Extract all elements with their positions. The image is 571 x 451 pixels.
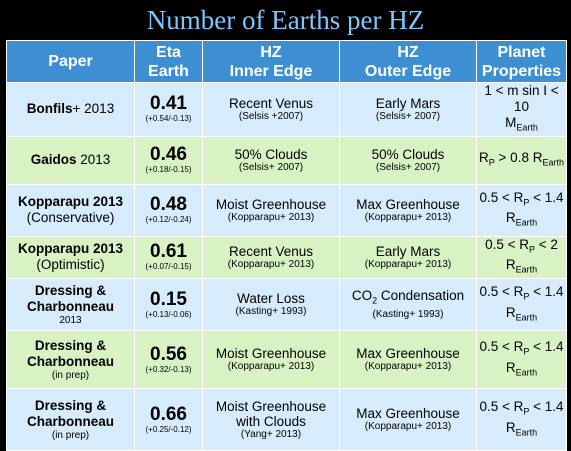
eta-cell: 0.66 (+0.25/-0.12) xyxy=(134,388,203,451)
inner-edge-cell: Water Loss (Kasting+ 1993) xyxy=(202,278,340,332)
inner-edge-cell: 50% Clouds (Selsis+ 2007) xyxy=(202,135,340,185)
paper-cell: Dressing & Charbonneau (in prep) xyxy=(6,388,135,451)
outer-edge-cell: Max Greenhouse (Kopparapu+ 2013) xyxy=(339,330,477,390)
inner-edge-cell: Moist Greenhouse (Kopparapu+ 2013) xyxy=(202,330,340,390)
page-title: Number of Earths per HZ xyxy=(146,5,425,35)
planet-properties-cell: 0.5 < RP < 1.4 REarth xyxy=(476,388,567,451)
eta-cell: 0.41 (+0.54/-0.13) xyxy=(134,82,203,137)
table-row: Dressing & Charbonneau (in prep) 0.66 (+0.2… xyxy=(6,388,567,451)
header-eta-earth: Eta Earth xyxy=(134,40,203,83)
outer-edge-cell: Max Greenhouse (Kopparapu+ 2013) xyxy=(339,183,477,237)
paper-cell: Dressing & Charbonneau (in prep) xyxy=(6,330,135,390)
eta-cell: 0.15 (+0.13/-0.06) xyxy=(134,278,203,332)
header-paper: Paper xyxy=(6,40,135,83)
planet-properties-cell: 0.5 < RP < 2 REarth xyxy=(476,235,567,280)
planet-properties-cell: RP > 0.8 REarth xyxy=(476,135,567,185)
outer-edge-cell: CO2 Condensation (Kasting+ 1993) xyxy=(339,278,477,332)
table-row: Kopparapu 2013 (Optimistic) 0.61 (+0.07/-0… xyxy=(6,235,567,280)
paper-cell: Kopparapu 2013 (Optimistic) xyxy=(6,235,135,280)
planet-properties-cell: 1 < m sin I < 10 MEarth xyxy=(476,82,567,137)
paper-cell: Dressing & Charbonneau 2013 xyxy=(6,278,135,332)
table-row: Bonfils+ 2013 0.41 (+0.54/-0.13) Recent V… xyxy=(6,82,567,137)
inner-edge-cell: Moist Greenhouse with Clouds (Yang+ 2013) xyxy=(202,388,340,451)
header-planet-properties: Planet Properties xyxy=(476,40,567,83)
header-inner-edge: HZ Inner Edge xyxy=(202,40,340,83)
earths-per-hz-table: Paper Eta Earth HZ Inner Edge HZ Outer Edge… xyxy=(6,40,567,451)
eta-cell: 0.48 (+0.12/-0.24) xyxy=(134,183,203,237)
paper-cell: Kopparapu 2013 (Conservative) xyxy=(6,183,135,237)
eta-cell: 0.56 (+0.32/-0.13) xyxy=(134,330,203,390)
eta-cell: 0.46 (+0.18/-0.15) xyxy=(134,135,203,185)
header-row: Paper Eta Earth HZ Inner Edge HZ Outer Edge… xyxy=(6,40,567,83)
outer-edge-cell: Early Mars (Kopparapu+ 2013) xyxy=(339,235,477,280)
paper-cell: Gaidos 2013 xyxy=(6,135,135,185)
planet-properties-cell: 0.5 < RP < 1.4 REarth xyxy=(476,330,567,390)
inner-edge-cell: Moist Greenhouse (Kopparapu+ 2013) xyxy=(202,183,340,237)
paper-cell: Bonfils+ 2013 xyxy=(6,82,135,137)
outer-edge-cell: Early Mars (Selsis+ 2007) xyxy=(339,82,477,137)
table-row: Gaidos 2013 0.46 (+0.18/-0.15) 50% Clouds… xyxy=(6,135,567,185)
outer-edge-cell: 50% Clouds (Selsis+ 2007) xyxy=(339,135,477,185)
outer-edge-cell: Max Greenhouse (Kopparapu+ 2013) xyxy=(339,388,477,451)
inner-edge-cell: Recent Venus (Kopparapu+ 2013) xyxy=(202,235,340,280)
header-outer-edge: HZ Outer Edge xyxy=(339,40,477,83)
eta-cell: 0.61 (+0.07/-0.15) xyxy=(134,235,203,280)
inner-edge-cell: Recent Venus (Selsis +2007) xyxy=(202,82,340,137)
table-row: Dressing & Charbonneau 2013 0.15 (+0.13/-0.… xyxy=(6,278,567,332)
table-row: Dressing & Charbonneau (in prep) 0.56 (+0.3… xyxy=(6,330,567,390)
planet-properties-cell: 0.5 < RP < 1.4 REarth xyxy=(476,183,567,237)
planet-properties-cell: 0.5 < RP < 1.4 REarth xyxy=(476,278,567,332)
table-row: Kopparapu 2013 (Conservative) 0.48 (+0.12/… xyxy=(6,183,567,237)
